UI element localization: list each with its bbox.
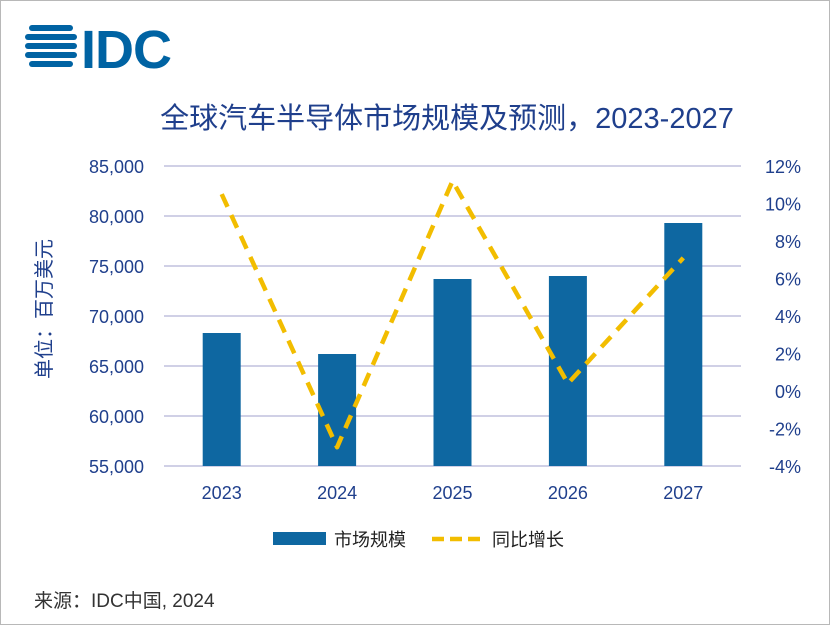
bar [202,333,241,466]
legend-label: 同比增长 [492,530,564,550]
y2-tick-label: -4% [769,457,801,477]
y2-tick-label: 10% [765,195,801,215]
y2-tick-label: -2% [769,420,801,440]
y2-tick-label: 4% [775,307,801,327]
idc-logo: IDC [25,20,172,75]
y-tick-label: 65,000 [89,357,144,377]
chart-title: 全球汽车半导体市场规模及预测，2023-2027 [160,102,734,135]
bar [548,276,587,466]
y-tick-label: 80,000 [89,207,144,227]
growth-line [219,178,685,450]
y-axis-label: 单位：百万美元 [33,239,56,379]
bar [433,279,472,466]
y2-tick-label: 0% [775,382,801,402]
y-tick-label: 60,000 [89,407,144,427]
y-tick-label: 75,000 [89,257,144,277]
x-tick-label: 2025 [432,483,472,503]
y-tick-label: 70,000 [89,307,144,327]
source-note: 来源：IDC中国, 2024 [34,591,215,612]
y-tick-label: 55,000 [89,457,144,477]
y2-tick-label: 2% [775,345,801,365]
legend-bar-swatch [273,532,326,545]
y-tick-label: 85,000 [89,157,144,177]
idc-logo-globe-icon [25,25,77,67]
y2-tick-label: 8% [775,232,801,252]
idc-logo-text: IDC [81,20,171,75]
x-tick-label: 2027 [663,483,703,503]
x-tick-label: 2024 [317,483,357,503]
x-tick-label: 2023 [202,483,242,503]
y2-tick-label: 6% [775,270,801,290]
y2-tick-label: 12% [765,157,801,177]
legend-label: 市场规模 [334,530,406,550]
bar [664,223,703,466]
x-tick-label: 2026 [548,483,588,503]
